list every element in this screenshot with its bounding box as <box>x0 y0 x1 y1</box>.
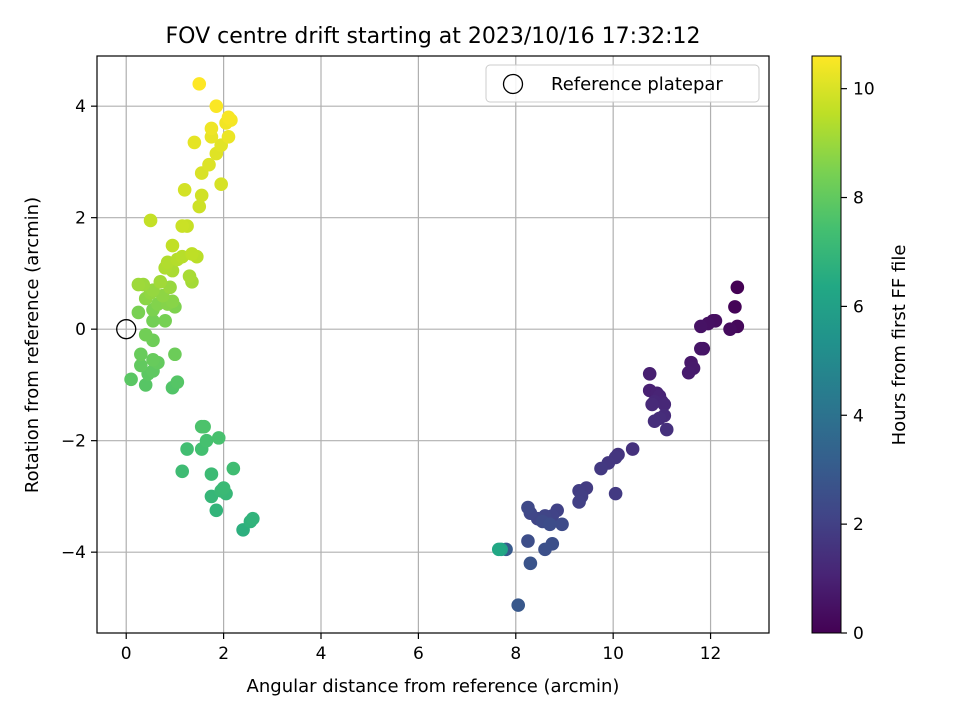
scatter-point <box>647 414 662 428</box>
scatter-point <box>221 110 236 125</box>
scatter-point <box>694 319 708 334</box>
scatter-point <box>209 99 224 113</box>
colorbar: 0 2 4 6 8 10 Hours from first FF file <box>811 55 910 644</box>
scatter-point <box>165 238 180 253</box>
scatter-point <box>158 314 172 328</box>
scatter-point <box>538 542 552 557</box>
scatter-point <box>124 372 138 387</box>
x-tick-label: 2 <box>218 644 229 664</box>
scatter-point <box>197 419 211 434</box>
scatter-point <box>659 422 674 437</box>
scatter-point <box>187 135 202 150</box>
scatter-point <box>572 495 586 509</box>
scatter-point <box>180 442 194 456</box>
scatter-point <box>185 247 199 261</box>
x-tick-label: 12 <box>700 644 722 664</box>
legend-entry-reference: Reference platepar <box>551 74 723 95</box>
x-tick-label: 0 <box>121 644 132 664</box>
scatter-point <box>131 277 146 292</box>
x-axis-label: Angular distance from reference (arcmin) <box>247 676 620 697</box>
colorbar-tick-label: 6 <box>853 297 864 317</box>
y-tick-label: −4 <box>61 543 86 563</box>
y-tick-label: 0 <box>75 320 86 340</box>
colorbar-label: Hours from first FF file <box>889 245 910 446</box>
scatter-point <box>555 517 569 532</box>
scatter-point <box>168 347 182 362</box>
legend-box <box>485 64 760 103</box>
chart-title: FOV centre drift starting at 2023/10/16 … <box>166 24 701 49</box>
scatter-point <box>723 322 737 336</box>
scatter-point <box>521 500 535 515</box>
y-tick-label: −2 <box>61 432 86 452</box>
scatter-point <box>134 347 148 362</box>
plot-frame <box>96 55 770 634</box>
scatter-point <box>131 305 146 320</box>
colorbar-tick-label: 8 <box>853 189 864 209</box>
scatter-point <box>175 219 190 233</box>
scatter-point <box>657 397 672 412</box>
legend: Reference platepar <box>485 64 760 103</box>
scatter-point <box>143 213 158 228</box>
y-axis-label: Rotation from reference (arcmin) <box>22 197 43 493</box>
scatter-point <box>134 358 148 373</box>
scatter-point <box>204 121 219 136</box>
x-tick-label: 8 <box>510 644 521 664</box>
scatter-point <box>645 397 659 412</box>
y-tick-label: 2 <box>75 209 86 229</box>
scatter-point <box>543 517 557 532</box>
y-axis-ticks: −4 −2 0 2 4 <box>61 97 97 563</box>
scatter-point <box>138 378 153 392</box>
scatter-point <box>214 177 228 192</box>
scatter-point <box>153 274 168 289</box>
scatter-point <box>202 157 216 172</box>
x-tick-label: 10 <box>602 644 624 664</box>
scatter-point <box>523 556 538 571</box>
y-tick-label: 4 <box>75 97 86 117</box>
scatter-point <box>730 280 745 295</box>
colorbar-tick-label: 4 <box>853 406 864 426</box>
colorbar-tick-label: 2 <box>853 515 864 535</box>
scatter-point <box>491 542 506 557</box>
scatter-point <box>594 461 608 476</box>
scatter-point <box>216 481 231 495</box>
scatter-point <box>170 375 185 389</box>
colorbar-tick-label: 10 <box>853 80 875 100</box>
scatter-point <box>211 431 226 445</box>
colorbar-ticks: 0 2 4 6 8 10 <box>841 80 875 644</box>
scatter-point <box>192 199 207 214</box>
scatter-point <box>226 461 241 476</box>
scatter-point <box>146 353 160 367</box>
legend-reference-marker <box>502 73 524 95</box>
scatter-point <box>521 534 535 548</box>
scatter-point <box>194 188 209 203</box>
scatter-point <box>182 269 197 284</box>
scatter-point <box>608 486 623 501</box>
scatter-point <box>221 130 236 144</box>
scatter-point <box>625 442 640 456</box>
scatter-point <box>177 182 192 197</box>
scatter-point <box>199 433 214 448</box>
scatter-point <box>728 300 742 314</box>
scatter-point <box>511 598 526 612</box>
scatter-point <box>209 503 224 518</box>
scatter-points <box>124 77 745 612</box>
colorbar-tick-label: 0 <box>853 624 864 644</box>
scatter-point <box>694 341 708 356</box>
scatter-point <box>192 77 207 91</box>
x-tick-label: 6 <box>413 644 424 664</box>
x-axis-ticks: 0 2 4 6 8 10 12 <box>121 633 722 664</box>
scatter-point <box>204 467 219 481</box>
scatter-point <box>146 314 160 328</box>
reference-platepar-marker <box>116 319 137 340</box>
scatter-point <box>681 365 696 380</box>
scatter-point <box>642 366 657 381</box>
colorbar-gradient <box>811 55 842 634</box>
scatter-point <box>138 327 153 342</box>
scatter-point <box>246 511 260 526</box>
reference-marker-layer <box>116 319 137 340</box>
scatter-point <box>175 464 190 479</box>
x-tick-label: 4 <box>316 644 327 664</box>
